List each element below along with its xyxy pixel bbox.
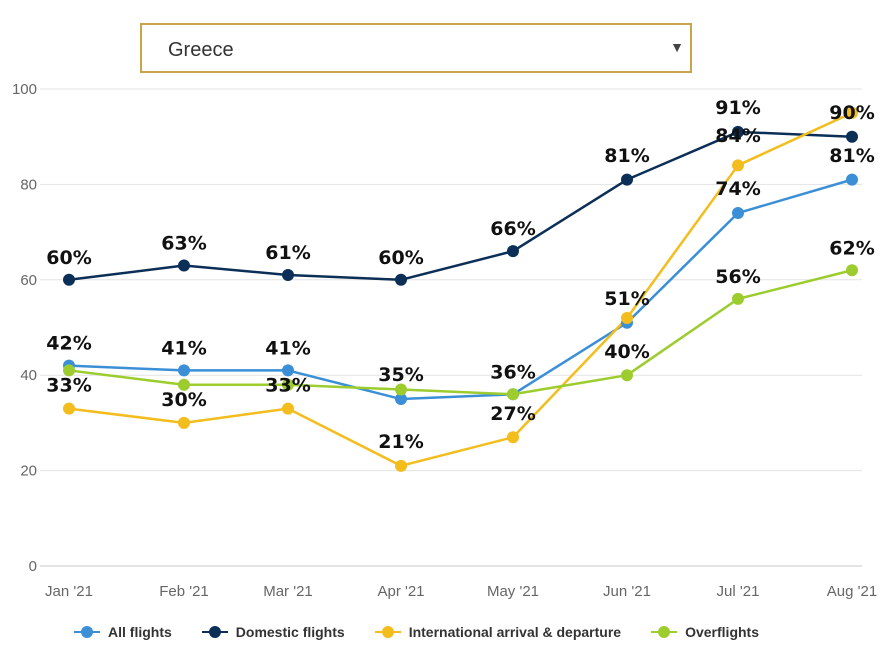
data-label: 60%: [46, 247, 91, 269]
x-tick-label: Jan '21: [45, 583, 93, 600]
data-label: 35%: [378, 364, 423, 386]
data-label: 81%: [604, 145, 649, 167]
data-label: 74%: [715, 178, 760, 200]
series-line: [68, 130, 853, 282]
data-label: 36%: [490, 361, 535, 383]
data-label: 56%: [715, 266, 760, 288]
chevron-down-icon: ▼: [670, 39, 684, 55]
data-label: 81%: [829, 145, 874, 167]
data-point[interactable]: [282, 364, 294, 377]
legend-marker-icon: [201, 626, 228, 638]
x-tick-label: May '21: [487, 583, 539, 600]
data-point[interactable]: [846, 130, 858, 143]
data-point[interactable]: [178, 416, 190, 429]
country-select-value: Greece: [168, 39, 234, 61]
x-tick-label: Apr '21: [377, 583, 424, 600]
data-label: 42%: [46, 333, 91, 355]
data-point[interactable]: [178, 378, 190, 391]
data-point[interactable]: [395, 383, 407, 396]
data-point[interactable]: [178, 364, 190, 377]
y-tick-label: 80: [20, 176, 37, 193]
data-point[interactable]: [63, 364, 75, 377]
x-tick-label: Jun '21: [603, 583, 651, 600]
data-label: 62%: [829, 237, 874, 259]
x-tick-label: Aug '21: [827, 583, 877, 600]
chart-legend: All flights Domestic flights International…: [74, 624, 789, 640]
data-label: 84%: [715, 125, 760, 147]
legend-marker-icon: [374, 626, 401, 638]
data-label: 40%: [604, 341, 649, 363]
y-tick-label: 40: [20, 367, 37, 384]
x-tick-label: Feb '21: [159, 583, 209, 600]
series-line: [68, 111, 853, 468]
y-tick-label: 100: [12, 81, 37, 98]
data-point[interactable]: [507, 245, 519, 258]
data-point[interactable]: [507, 431, 519, 444]
data-label: 33%: [265, 375, 310, 397]
y-tick-label: 20: [20, 463, 37, 480]
legend-item[interactable]: Domestic flights: [201, 624, 345, 640]
data-point[interactable]: [621, 311, 633, 324]
data-point[interactable]: [282, 269, 294, 282]
x-tick-label: Mar '21: [263, 583, 313, 600]
data-point[interactable]: [395, 273, 407, 286]
series-line: [68, 178, 853, 401]
data-label: 27%: [490, 403, 535, 425]
data-label: 90%: [829, 102, 874, 124]
data-point[interactable]: [732, 125, 744, 138]
data-label: 60%: [378, 247, 423, 269]
legend-label: All flights: [108, 624, 172, 640]
data-point[interactable]: [178, 259, 190, 272]
y-tick-label: 60: [20, 272, 37, 289]
country-select[interactable]: Greece ▼: [140, 23, 692, 73]
legend-item[interactable]: All flights: [74, 624, 172, 640]
legend-label: Overflights: [685, 624, 759, 640]
data-point[interactable]: [621, 369, 633, 382]
series-line: [68, 269, 853, 396]
data-point[interactable]: [395, 459, 407, 472]
data-point[interactable]: [282, 378, 294, 391]
legend-marker-icon: [651, 626, 678, 638]
data-point[interactable]: [621, 173, 633, 186]
data-label: 91%: [715, 97, 760, 119]
data-point[interactable]: [732, 292, 744, 305]
legend-label: International arrival & departure: [408, 624, 622, 640]
data-label: 61%: [265, 242, 310, 264]
data-point[interactable]: [732, 207, 744, 220]
data-point[interactable]: [63, 402, 75, 415]
data-label: 41%: [265, 337, 310, 359]
data-point[interactable]: [846, 173, 858, 186]
data-label: 63%: [161, 232, 206, 254]
data-label: 51%: [604, 288, 649, 310]
data-point[interactable]: [63, 273, 75, 286]
data-point[interactable]: [507, 388, 519, 401]
data-label: 33%: [46, 375, 91, 397]
data-label: 30%: [161, 389, 206, 411]
data-label: 41%: [161, 337, 206, 359]
data-label: 66%: [490, 218, 535, 240]
legend-marker-icon: [74, 626, 100, 638]
data-point[interactable]: [282, 402, 294, 415]
data-label: 21%: [378, 431, 423, 453]
data-point[interactable]: [846, 264, 858, 277]
y-tick-label: 0: [29, 558, 37, 575]
data-point[interactable]: [395, 393, 407, 406]
x-tick-label: Jul '21: [717, 583, 760, 600]
data-point[interactable]: [732, 159, 744, 172]
legend-item[interactable]: Overflights: [651, 624, 759, 640]
legend-label: Domestic flights: [235, 624, 345, 640]
legend-item[interactable]: International arrival & departure: [374, 624, 622, 640]
data-point[interactable]: [846, 106, 858, 119]
